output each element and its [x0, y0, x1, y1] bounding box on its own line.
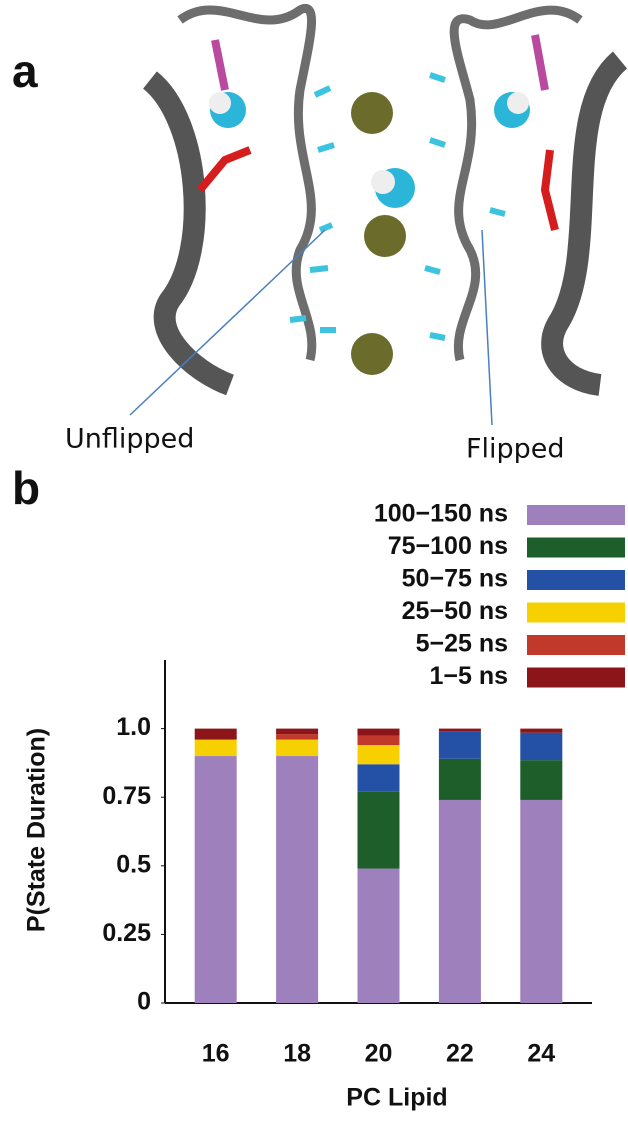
x-axis-title: PC Lipid: [346, 1084, 447, 1112]
bar-segment: [520, 800, 562, 1003]
annotation: Unflipped: [65, 424, 194, 455]
legend-label: 25−50 ns: [402, 597, 508, 625]
bar-segment: [358, 869, 400, 1003]
bar-segment: [276, 729, 318, 734]
molecular-render: [145, 0, 628, 385]
legend-swatch: [527, 668, 625, 688]
bar-segment: [358, 792, 400, 869]
y-axis-title: P(State Duration): [23, 728, 51, 932]
bar-segment: [520, 760, 562, 800]
y-tick-label: 0.25: [102, 919, 151, 947]
bar-segment: [439, 759, 481, 800]
bar-segment: [520, 733, 562, 760]
bar-segment: [439, 731, 481, 758]
bar-segment: [276, 756, 318, 1003]
bar-segment: [439, 729, 481, 732]
legend-label: 1−5 ns: [429, 662, 508, 690]
x-tick-label: 16: [202, 1040, 230, 1068]
bar-segment: [358, 729, 400, 736]
panel-label: b: [12, 462, 40, 514]
y-tick-label: 1.0: [116, 713, 151, 741]
page: {"panel_a": {"label": "a", "annotations"…: [0, 0, 628, 1119]
bar-segment: [358, 745, 400, 764]
legend-swatch: [527, 538, 625, 558]
legend-swatch: [527, 505, 625, 525]
bar-segment: [358, 764, 400, 791]
y-tick-label: 0.75: [102, 782, 151, 810]
bar-segment: [358, 735, 400, 745]
bar-segment: [520, 729, 562, 733]
bar-segment: [276, 740, 318, 756]
legend-swatch: [527, 603, 625, 623]
x-tick-label: 20: [365, 1040, 393, 1068]
x-tick-label: 24: [527, 1040, 555, 1068]
bar-segment: [276, 734, 318, 739]
panel-label: a: [12, 45, 38, 97]
x-tick-label: 18: [283, 1040, 311, 1068]
bar-segment: [195, 756, 237, 1003]
legend-label: 5−25 ns: [416, 630, 508, 658]
legend-swatch: [527, 635, 625, 655]
y-tick-label: 0.5: [116, 850, 151, 878]
legend-swatch: [527, 570, 625, 590]
figure: a Unflipped Flipped b PC Lipid P(State D…: [0, 0, 628, 1119]
bar-segment: [195, 740, 237, 756]
bar-segment: [439, 800, 481, 1003]
bar-segment: [195, 729, 237, 740]
legend-label: 50−75 ns: [402, 565, 508, 593]
annotation: Flipped: [466, 434, 565, 465]
y-tick-label: 0: [137, 988, 151, 1016]
x-tick-label: 22: [446, 1040, 474, 1068]
legend-label: 75−100 ns: [388, 532, 508, 560]
legend-label: 100−150 ns: [374, 500, 508, 528]
